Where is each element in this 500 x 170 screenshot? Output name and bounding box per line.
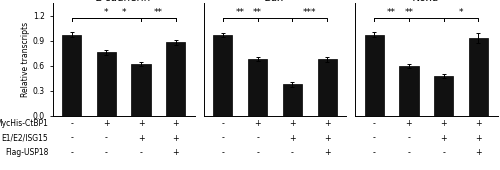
- Bar: [62, 35, 81, 116]
- Text: +: +: [172, 134, 179, 143]
- Text: E1/E2/ISG15: E1/E2/ISG15: [2, 134, 48, 143]
- Bar: [283, 84, 302, 116]
- Title: E-cadherin: E-cadherin: [96, 0, 152, 3]
- Text: -: -: [408, 148, 410, 157]
- Bar: [166, 42, 186, 116]
- Text: +: +: [324, 148, 330, 157]
- Text: +: +: [138, 119, 144, 128]
- Text: ***: ***: [303, 8, 316, 17]
- Text: *: *: [459, 8, 464, 17]
- Text: **: **: [154, 8, 163, 17]
- Text: +: +: [475, 148, 482, 157]
- Bar: [400, 66, 418, 116]
- Title: Noxa: Noxa: [413, 0, 440, 3]
- Text: **: **: [387, 8, 396, 17]
- Text: **: **: [404, 8, 413, 17]
- Text: -: -: [408, 134, 410, 143]
- Text: +: +: [475, 119, 482, 128]
- Text: +: +: [289, 134, 296, 143]
- Text: +: +: [254, 119, 261, 128]
- Text: -: -: [222, 134, 224, 143]
- Text: -: -: [256, 148, 259, 157]
- Bar: [469, 38, 488, 116]
- Text: -: -: [291, 148, 294, 157]
- Text: -: -: [256, 134, 259, 143]
- Text: *: *: [104, 8, 108, 17]
- Text: +: +: [440, 119, 447, 128]
- Text: **: **: [253, 8, 262, 17]
- Text: +: +: [324, 134, 330, 143]
- Text: *: *: [122, 8, 126, 17]
- Text: +: +: [103, 119, 110, 128]
- Text: **: **: [236, 8, 245, 17]
- Text: +: +: [475, 134, 482, 143]
- Text: +: +: [289, 119, 296, 128]
- Text: -: -: [70, 134, 73, 143]
- Bar: [214, 35, 233, 116]
- Text: -: -: [105, 148, 108, 157]
- Text: -: -: [105, 134, 108, 143]
- Text: -: -: [222, 119, 224, 128]
- Text: MycHis-CtBP1: MycHis-CtBP1: [0, 119, 48, 128]
- Bar: [434, 76, 453, 116]
- Text: -: -: [373, 119, 376, 128]
- Bar: [248, 59, 267, 116]
- Y-axis label: Relative transcripts: Relative transcripts: [21, 22, 30, 97]
- Bar: [364, 35, 384, 116]
- Text: -: -: [373, 134, 376, 143]
- Bar: [97, 52, 116, 116]
- Text: +: +: [172, 148, 179, 157]
- Text: +: +: [172, 119, 179, 128]
- Text: +: +: [440, 134, 447, 143]
- Bar: [132, 64, 150, 116]
- Text: -: -: [442, 148, 445, 157]
- Text: Flag-USP18: Flag-USP18: [5, 148, 49, 157]
- Title: Bax: Bax: [265, 0, 285, 3]
- Text: -: -: [70, 119, 73, 128]
- Text: +: +: [324, 119, 330, 128]
- Text: -: -: [140, 148, 142, 157]
- Bar: [318, 59, 336, 116]
- Text: +: +: [138, 134, 144, 143]
- Text: -: -: [70, 148, 73, 157]
- Text: -: -: [373, 148, 376, 157]
- Text: +: +: [406, 119, 412, 128]
- Text: -: -: [222, 148, 224, 157]
